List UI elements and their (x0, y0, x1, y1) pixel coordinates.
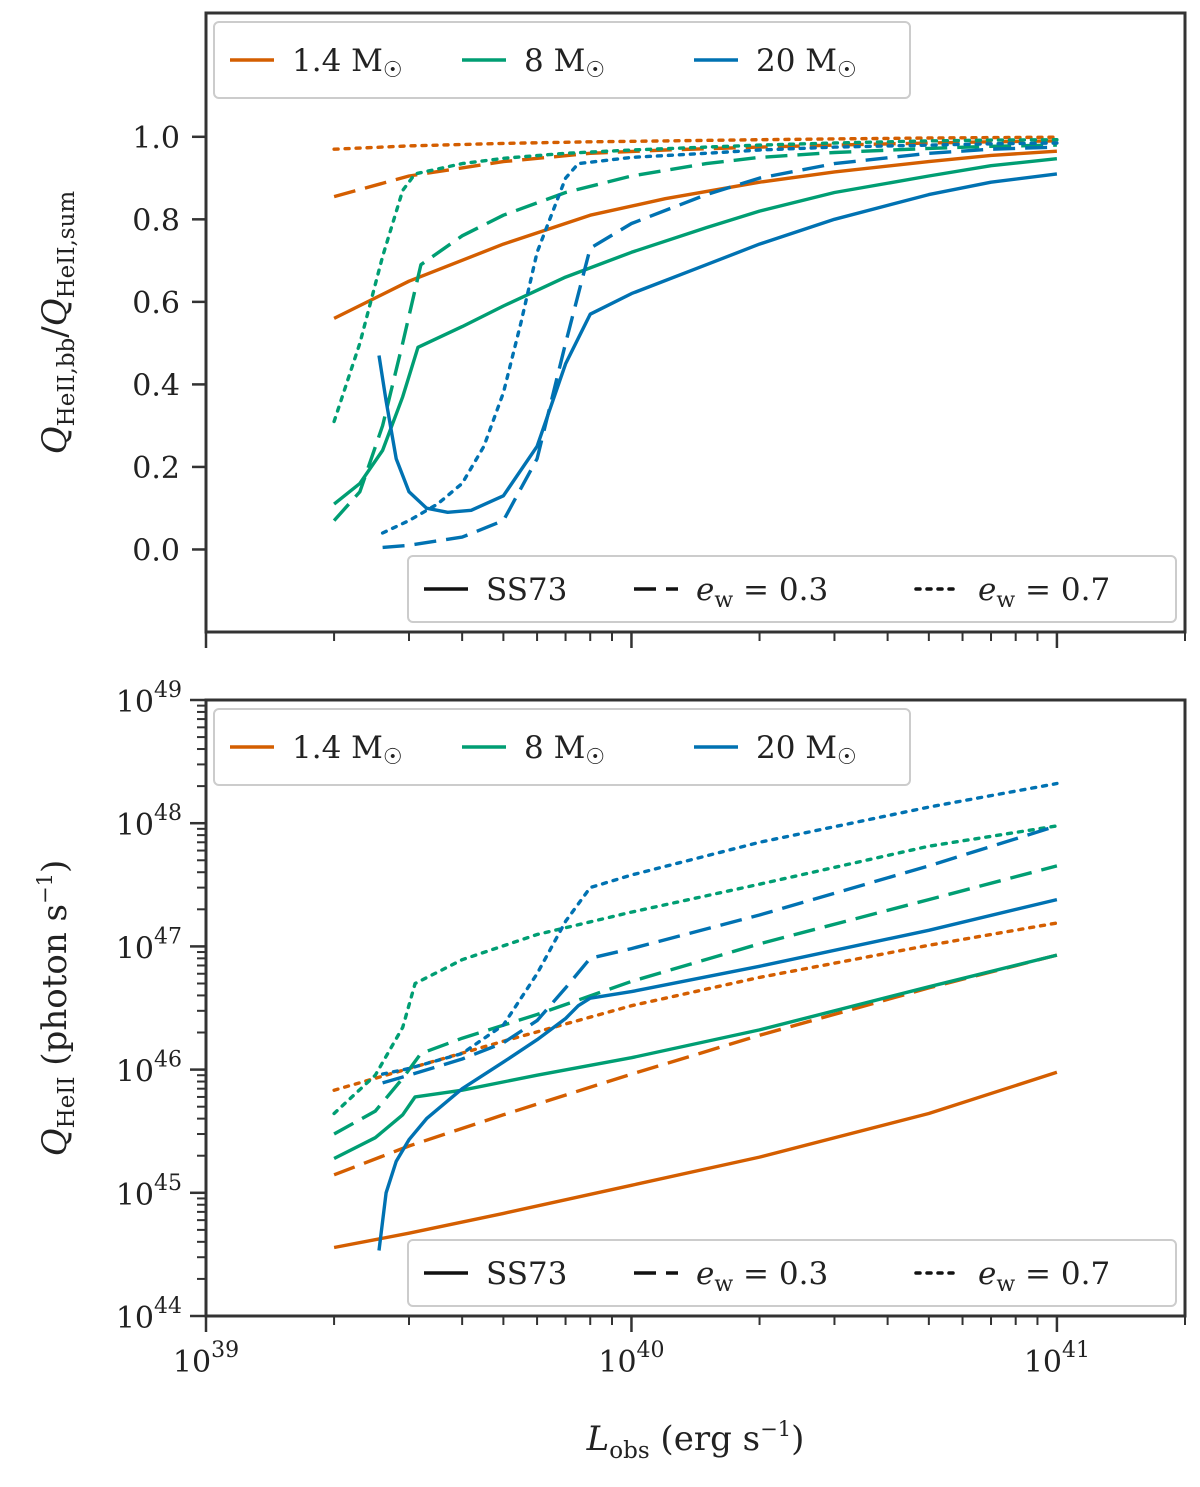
mass-legend-box (213, 708, 911, 786)
x-axis-title: Lobs (erg s−1) (586, 1417, 805, 1464)
y-tick-label: 1.0 (132, 121, 180, 156)
style-legend-label: ew = 0.7 (978, 1256, 1110, 1297)
series-line (332, 824, 1059, 1116)
style-legend-label: ew = 0.3 (696, 572, 828, 613)
series-line (333, 1070, 1058, 1250)
series-line (382, 145, 1057, 550)
x-tick-label: 1040 (598, 1338, 664, 1380)
plot-area-bottom (332, 781, 1059, 1251)
x-tick-label: 1041 (1024, 1338, 1090, 1380)
mass-legend-label: 1.4 M☉ (292, 730, 403, 770)
mass-legend: 1.4 M☉ 8 M☉ 20 M☉ (213, 21, 911, 99)
y-tick-label: 1049 (116, 678, 182, 720)
y-tick-label: 0.0 (132, 533, 180, 568)
style-legend-label: ew = 0.3 (696, 1256, 828, 1297)
series-line (332, 137, 1059, 424)
y-tick-label: 0.6 (132, 286, 180, 321)
y-tick-label: 0.2 (132, 451, 180, 486)
y-tick-label: 0.4 (132, 368, 180, 403)
style-legend-label: SS73 (486, 1256, 567, 1292)
series-line (332, 143, 1057, 522)
style-legend-label: SS73 (486, 572, 567, 608)
series-line (377, 897, 1058, 1251)
y-axis-title: QHeII,bb/QHeII,sum (35, 191, 80, 455)
mass-legend-box (213, 21, 911, 99)
panel-top: 0.0 0.2 0.4 0.6 0.8 1.0 QHeII,bb/QHeII,sum 1.4 … (35, 11, 1187, 648)
y-tick-label: 1046 (116, 1048, 182, 1090)
y-tick-label: 0.8 (132, 203, 180, 238)
series-line (380, 781, 1059, 1076)
series-line (332, 135, 1059, 151)
x-tick-label: 1039 (173, 1338, 239, 1380)
series-line (332, 921, 1059, 1092)
style-legend-box (407, 1239, 1177, 1307)
series-line (333, 149, 1058, 320)
plot-area-top (332, 135, 1059, 550)
mass-legend: 1.4 M☉ 8 M☉ 20 M☉ (213, 708, 911, 786)
mass-legend-label: 20 M☉ (756, 43, 857, 83)
panel-bottom: 1044 1045 1046 1047 1048 1049 QHeII (photon s−… (33, 678, 1187, 1380)
style-legend: SS73 ew = 0.3 ew = 0.7 (407, 1239, 1177, 1307)
series-line (380, 141, 1059, 535)
mass-legend-label: 8 M☉ (524, 43, 605, 83)
y-tick-label: 1047 (116, 924, 182, 966)
series-line (377, 172, 1058, 514)
axes-frame (204, 11, 1187, 634)
series-line (333, 157, 1058, 506)
series-line (333, 953, 1058, 1177)
series-line (333, 864, 1058, 1136)
axes-frame (204, 698, 1187, 1318)
y-tick-label: 1048 (116, 801, 182, 843)
mass-legend-label: 8 M☉ (524, 730, 605, 770)
series-line (333, 953, 1058, 1161)
style-legend-box (407, 555, 1177, 623)
y-axis-title: QHeII (photon s−1) (33, 860, 80, 1156)
y-tick-label: 1045 (116, 1171, 182, 1213)
mass-legend-label: 1.4 M☉ (292, 43, 403, 83)
y-tick-label: 1044 (116, 1294, 182, 1336)
series-line (382, 824, 1058, 1085)
mass-legend-label: 20 M☉ (756, 730, 857, 770)
style-legend: SS73 ew = 0.3 ew = 0.7 (407, 555, 1177, 623)
style-legend-label: ew = 0.7 (978, 572, 1110, 613)
